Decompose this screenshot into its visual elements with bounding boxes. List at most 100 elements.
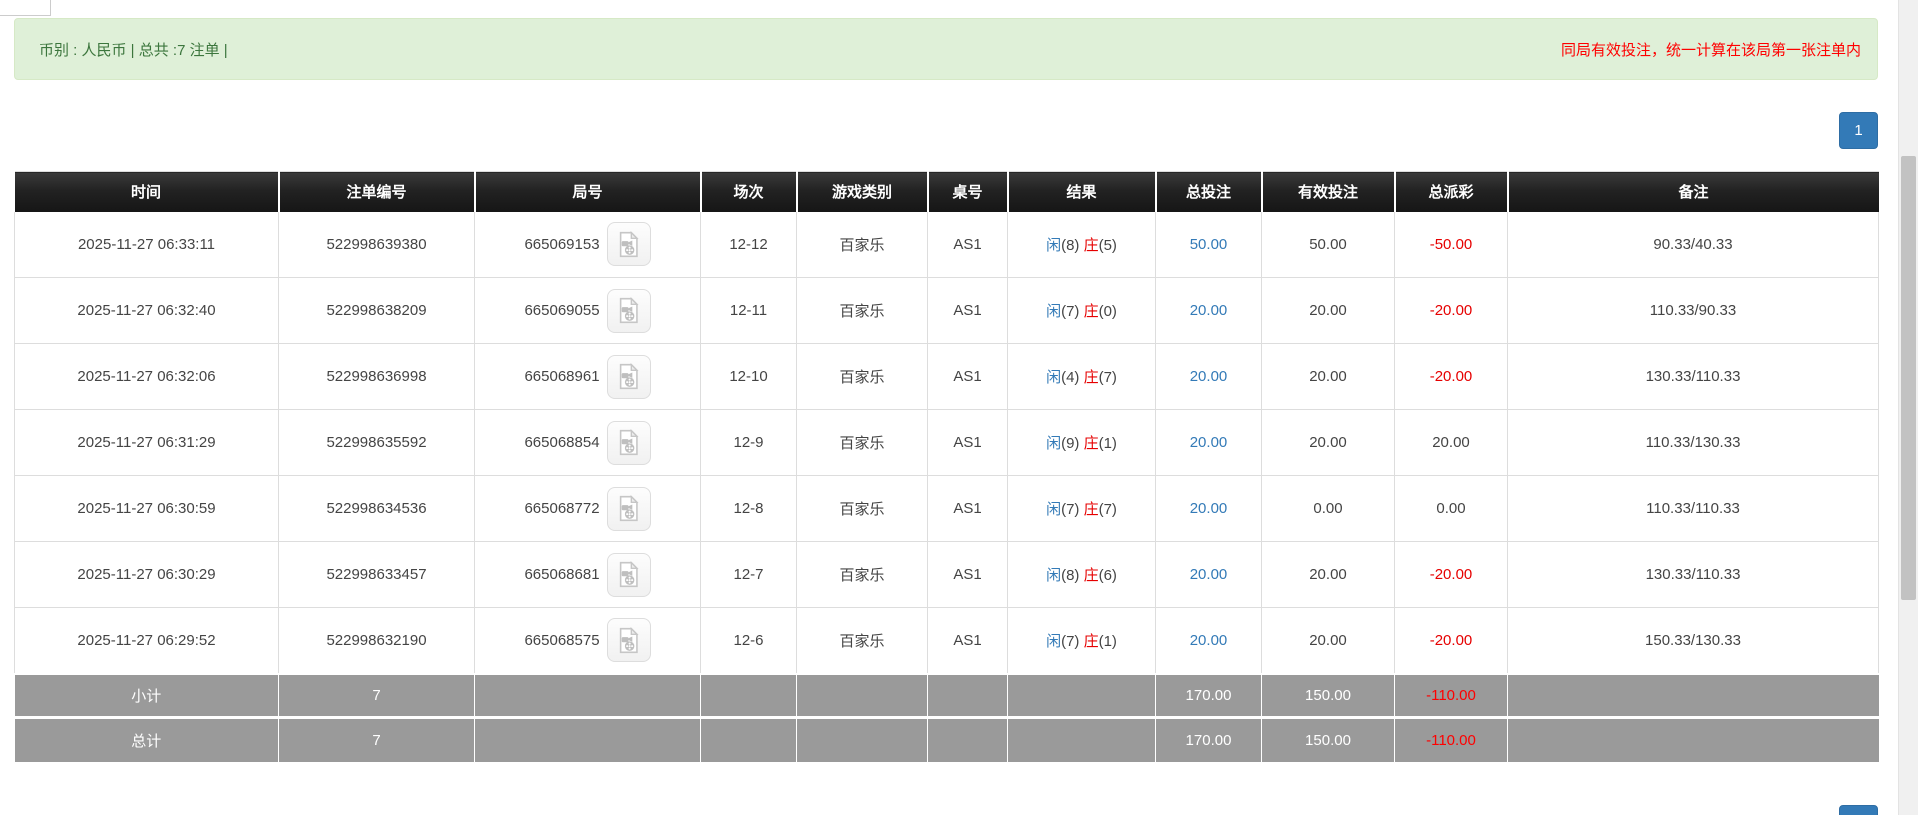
- bet-records-table: 时间 注单编号 局号 场次 游戏类别 桌号 结果 总投注 有效投注 总派彩 备注 2025-11-2…: [14, 171, 1879, 762]
- result-banker-score: (0): [1098, 303, 1117, 320]
- cell-payout: -50.00: [1394, 211, 1508, 278]
- summary-banner: 币别 : 人民币 | 总共 :7 注单 | 同局有效投注，统一计算在该局第一张注…: [14, 18, 1878, 80]
- pagination-page-1-top[interactable]: 1: [1839, 112, 1878, 149]
- round-id-wrap: 665068854: [524, 420, 651, 465]
- cell-time: 2025-11-27 06:30:29: [14, 541, 279, 608]
- result-player-label: 闲: [1046, 632, 1062, 650]
- cell-total-bet[interactable]: 20.00: [1155, 475, 1262, 542]
- cell-time: 2025-11-27 06:32:06: [14, 343, 279, 410]
- video-file-icon: [619, 561, 639, 588]
- empty-cell: [474, 672, 701, 718]
- cell-time: 2025-11-27 06:30:59: [14, 475, 279, 542]
- footer-label: 总计: [14, 716, 279, 762]
- pagination-page-1-bottom[interactable]: 1: [1839, 805, 1878, 815]
- result-player-score: (7): [1061, 303, 1084, 320]
- cell-round-id: 665069055: [474, 277, 701, 344]
- video-file-icon: [619, 297, 639, 324]
- cell-table-no: AS1: [927, 409, 1008, 476]
- total-row: 总计 7 170.00 150.00 -110.00: [14, 716, 1879, 762]
- video-replay-button[interactable]: [606, 222, 651, 267]
- result-banker-label: 庄: [1083, 369, 1099, 386]
- scrollbar-thumb[interactable]: [1901, 156, 1916, 600]
- cell-total-bet[interactable]: 20.00: [1155, 409, 1262, 476]
- column-header-备注: 备注: [1507, 171, 1879, 212]
- video-replay-button[interactable]: [606, 618, 651, 663]
- empty-cell: [700, 672, 797, 718]
- footer-payout: -110.00: [1394, 672, 1508, 718]
- footer-total-bet: 170.00: [1155, 716, 1262, 762]
- cell-session: 12-9: [700, 409, 797, 476]
- cell-time: 2025-11-27 06:33:11: [14, 211, 279, 278]
- cell-game-type: 百家乐: [796, 541, 928, 608]
- cell-bet-id: 522998638209: [278, 277, 475, 344]
- cell-remark: 110.33/90.33: [1507, 277, 1879, 344]
- column-header-注单编号: 注单编号: [278, 171, 476, 212]
- cell-valid-bet: 20.00: [1261, 343, 1395, 410]
- cell-result: 闲(8) 庄(5): [1007, 211, 1156, 278]
- cell-valid-bet: 20.00: [1261, 607, 1395, 674]
- cell-round-id: 665069153: [474, 211, 701, 278]
- scrollbar-track[interactable]: [1898, 0, 1918, 815]
- cell-payout: 20.00: [1394, 409, 1508, 476]
- cell-round-id: 665068575: [474, 607, 701, 674]
- result-player-label: 闲: [1046, 567, 1062, 584]
- video-file-icon: [619, 429, 639, 456]
- cell-total-bet[interactable]: 20.00: [1155, 277, 1262, 344]
- empty-cell: [1507, 672, 1879, 718]
- cell-total-bet[interactable]: 20.00: [1155, 541, 1262, 608]
- video-replay-button[interactable]: [606, 486, 651, 531]
- footer-count: 7: [278, 716, 475, 762]
- video-replay-button[interactable]: [606, 420, 651, 465]
- cell-valid-bet: 0.00: [1261, 475, 1395, 542]
- cell-valid-bet: 20.00: [1261, 409, 1395, 476]
- cell-payout: -20.00: [1394, 541, 1508, 608]
- cell-bet-id: 522998634536: [278, 475, 475, 542]
- cell-session: 12-7: [700, 541, 797, 608]
- cell-game-type: 百家乐: [796, 475, 928, 542]
- table-row: 2025-11-27 06:32:40 522998638209 665069055…: [14, 277, 1879, 344]
- cell-game-type: 百家乐: [796, 277, 928, 344]
- cell-remark: 130.33/110.33: [1507, 343, 1879, 410]
- column-header-结果: 结果: [1007, 171, 1157, 212]
- cell-game-type: 百家乐: [796, 607, 928, 674]
- round-id-text: 665069055: [524, 302, 600, 319]
- cell-table-no: AS1: [927, 343, 1008, 410]
- result-player-label: 闲: [1046, 369, 1062, 386]
- cell-total-bet[interactable]: 50.00: [1155, 211, 1262, 278]
- column-header-时间: 时间: [14, 171, 280, 212]
- cell-payout: -20.00: [1394, 607, 1508, 674]
- cell-round-id: 665068961: [474, 343, 701, 410]
- round-id-text: 665068854: [524, 434, 600, 451]
- video-file-icon: [619, 626, 639, 653]
- cell-total-bet[interactable]: 20.00: [1155, 607, 1262, 674]
- column-header-场次: 场次: [700, 171, 798, 212]
- cell-total-bet[interactable]: 20.00: [1155, 343, 1262, 410]
- video-file-icon: [619, 363, 639, 390]
- round-id-wrap: 665068575: [524, 618, 651, 663]
- cell-round-id: 665068772: [474, 475, 701, 542]
- video-replay-button[interactable]: [606, 288, 651, 333]
- cell-remark: 130.33/110.33: [1507, 541, 1879, 608]
- result-banker-label: 庄: [1083, 435, 1099, 452]
- cell-valid-bet: 20.00: [1261, 541, 1395, 608]
- video-replay-button[interactable]: [606, 354, 651, 399]
- cell-payout: -20.00: [1394, 343, 1508, 410]
- footer-total-bet: 170.00: [1155, 672, 1262, 718]
- footer-valid-bet: 150.00: [1261, 716, 1395, 762]
- column-header-总投注: 总投注: [1155, 171, 1263, 212]
- video-replay-button[interactable]: [606, 552, 651, 597]
- result-banker-label: 庄: [1083, 303, 1099, 320]
- cell-payout: -20.00: [1394, 277, 1508, 344]
- cell-result: 闲(9) 庄(1): [1007, 409, 1156, 476]
- cell-payout: 0.00: [1394, 475, 1508, 542]
- result-banker-label: 庄: [1083, 236, 1099, 254]
- result-banker-score: (7): [1098, 501, 1117, 518]
- result-player-label: 闲: [1046, 435, 1062, 452]
- result-player-label: 闲: [1046, 303, 1062, 320]
- cell-time: 2025-11-27 06:29:52: [14, 607, 279, 674]
- footer-label: 小计: [14, 672, 279, 718]
- empty-cell: [927, 716, 1008, 762]
- round-id-wrap: 665068772: [524, 486, 651, 531]
- cropped-dropdown-remnant: [0, 0, 51, 16]
- cell-result: 闲(7) 庄(7): [1007, 475, 1156, 542]
